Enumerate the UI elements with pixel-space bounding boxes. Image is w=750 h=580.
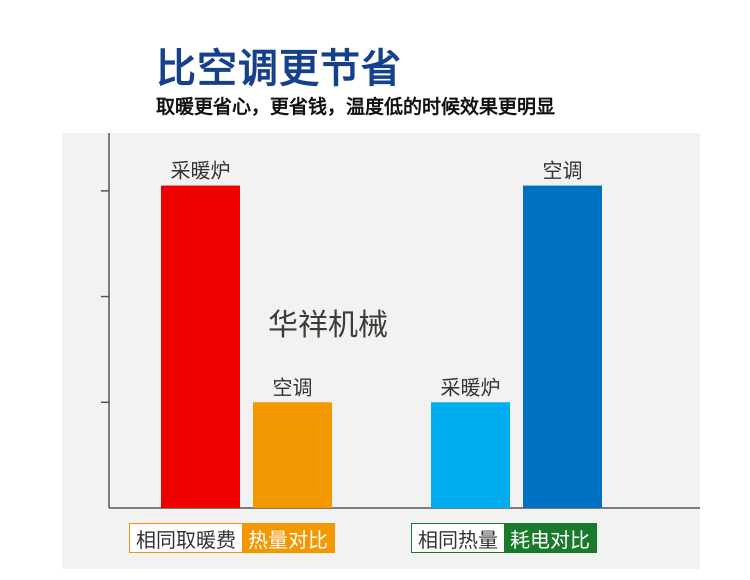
bar xyxy=(253,402,332,508)
bar xyxy=(523,185,602,509)
legend-group-1: 相同取暖费 热量对比 xyxy=(129,523,335,553)
legend-2-label: 相同热量 xyxy=(412,524,504,552)
legend-1-label: 相同取暖费 xyxy=(130,524,242,552)
bar-label: 空调 xyxy=(543,159,583,183)
legend-group-2: 相同热量 耗电对比 xyxy=(411,523,597,553)
bar xyxy=(431,402,510,508)
bar xyxy=(161,185,240,509)
legend-2-tag: 耗电对比 xyxy=(504,524,596,552)
bar-label: 空调 xyxy=(273,375,313,399)
bar-label: 采暖炉 xyxy=(171,159,231,183)
watermark-text: 华祥机械 xyxy=(268,308,388,343)
legend-1-tag: 热量对比 xyxy=(242,524,334,552)
page-subtitle: 取暖更省心，更省钱，温度低的时候效果更明显 xyxy=(156,96,556,118)
bar-label: 采暖炉 xyxy=(441,375,501,399)
page-title: 比空调更节省 xyxy=(156,46,402,92)
